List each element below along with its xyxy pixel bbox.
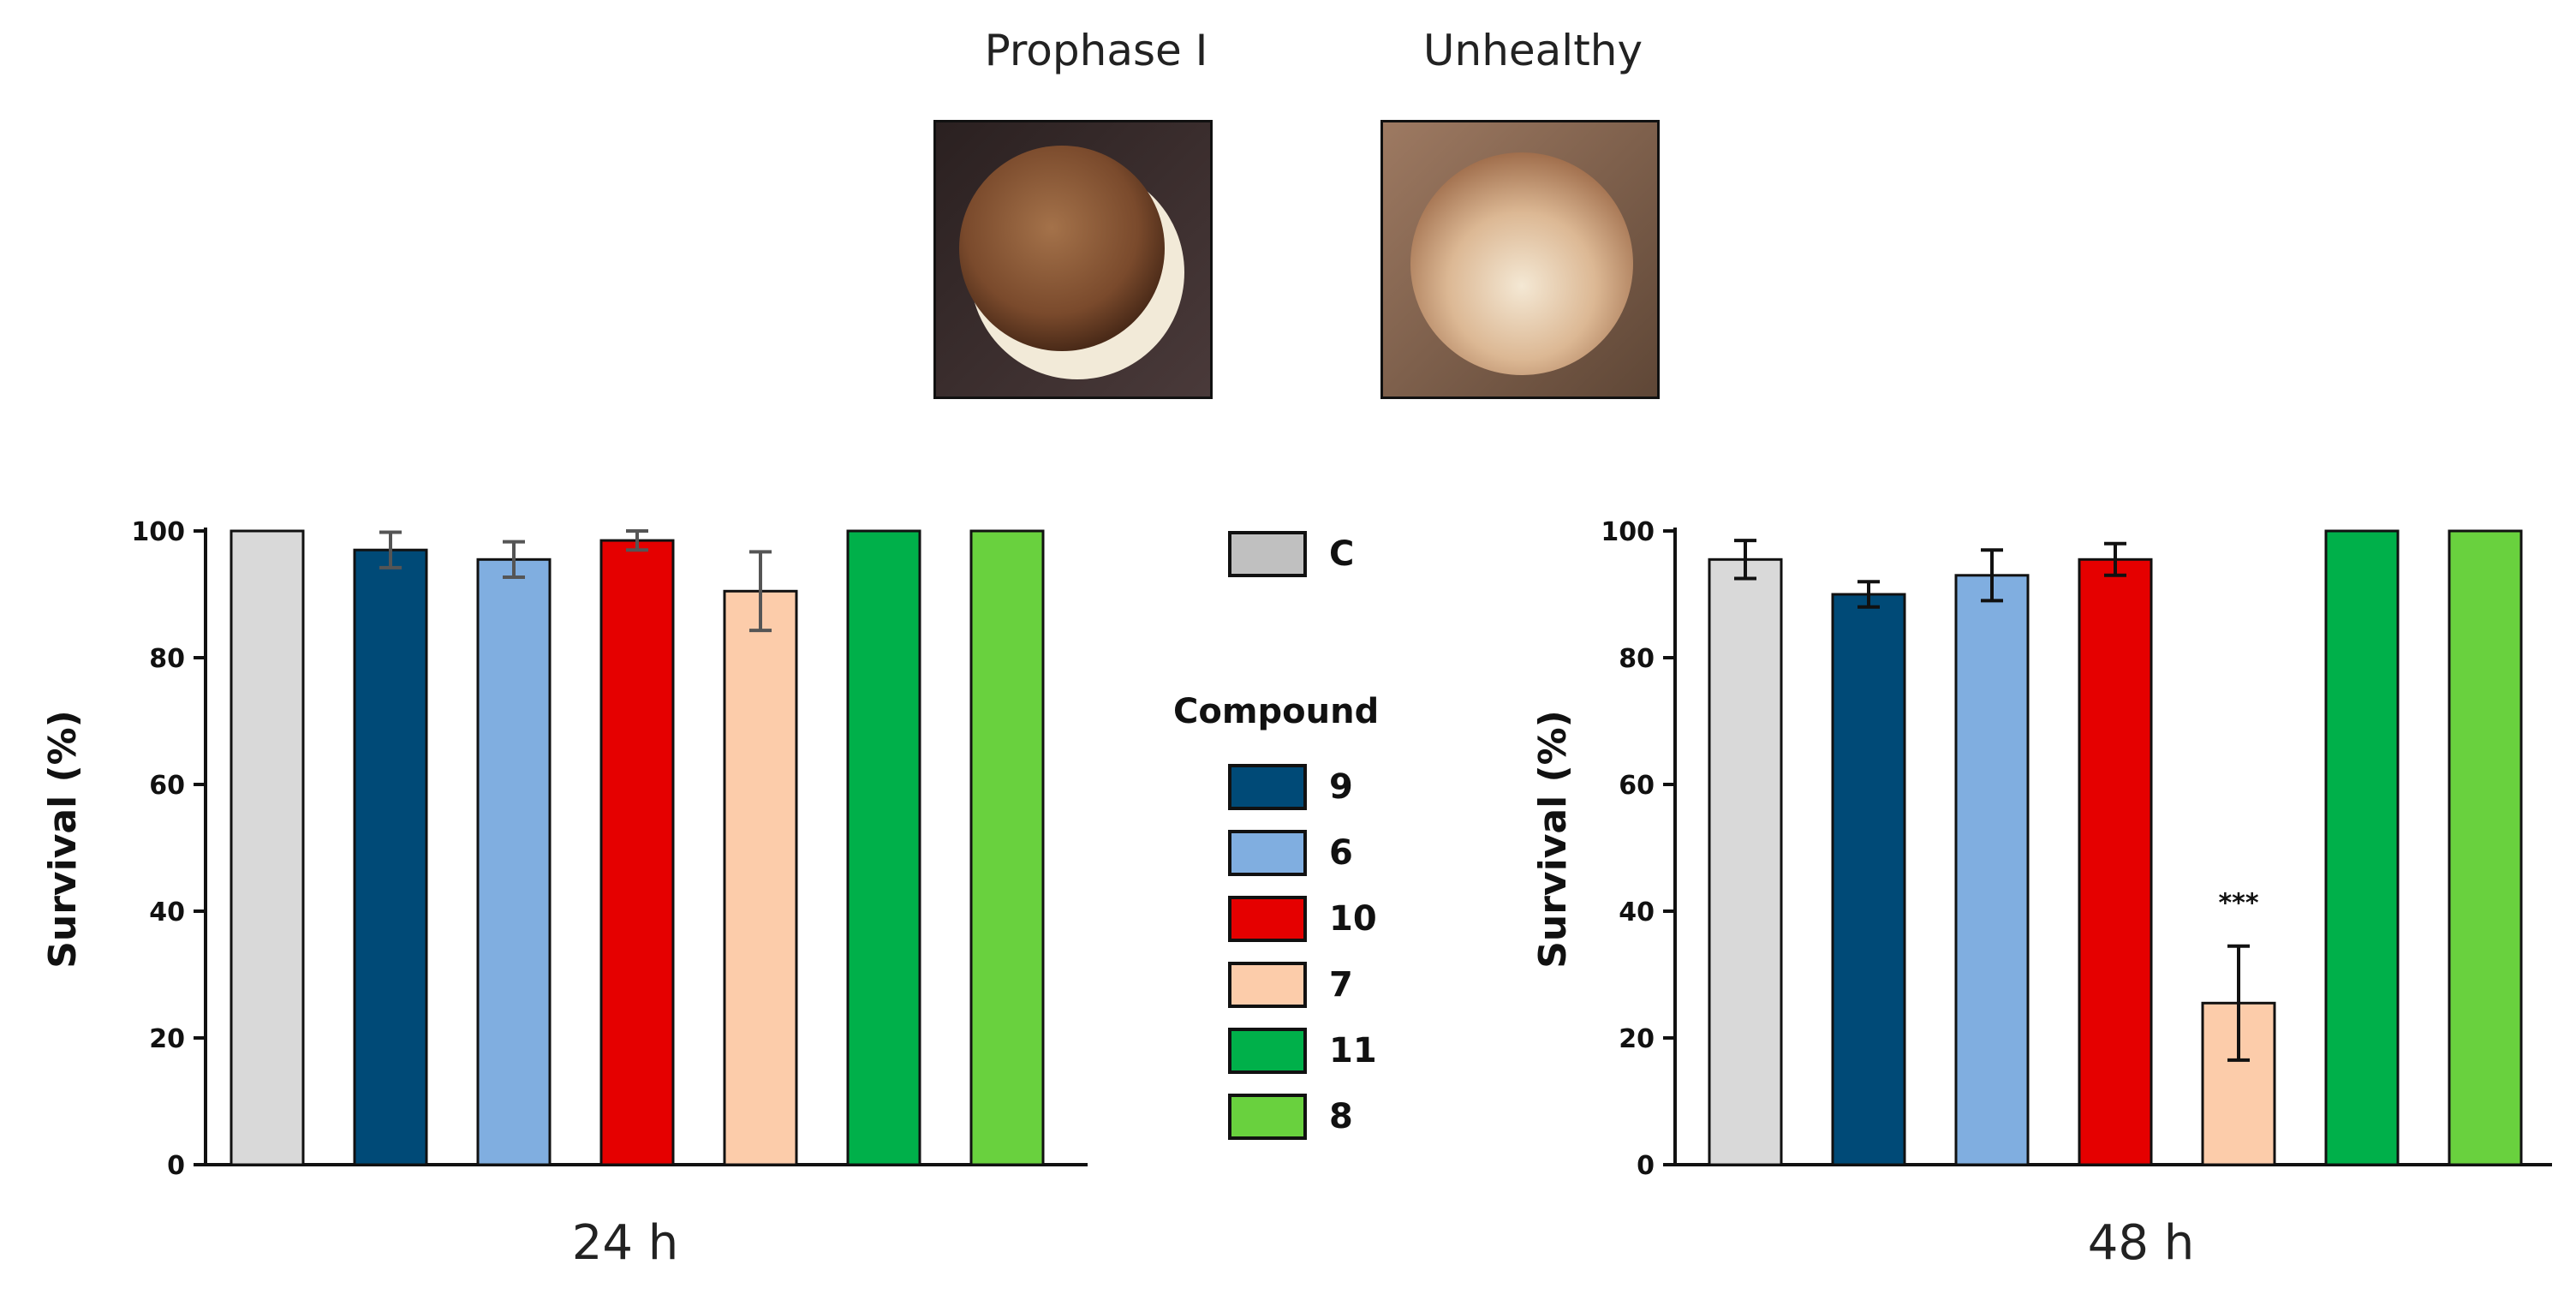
y-tick-label: 100 [131, 517, 185, 547]
chart-24h-bars [230, 529, 1045, 1166]
legend-label-control: C [1329, 534, 1355, 574]
chart-24h: 0 20 40 60 80 100 Survival (%) 24 h [41, 517, 1088, 1271]
chart-48h-caption: 48 h [2088, 1215, 2195, 1271]
legend-item: 10 [1228, 896, 1377, 942]
legend-label: 6 [1329, 833, 1353, 873]
chart-24h-ylabel: Survival (%) [41, 710, 85, 969]
legend-label: 11 [1329, 1031, 1377, 1070]
legend-label: 10 [1329, 899, 1377, 939]
y-tick-label: 40 [1619, 897, 1655, 927]
y-tick-label: 40 [149, 897, 185, 927]
legend-label: 9 [1329, 767, 1353, 807]
chart-48h: 0 20 40 60 80 100 *** Survival (%) 48 h [1531, 517, 2552, 1271]
legend-label: 7 [1329, 965, 1353, 1005]
legend-control: C [1228, 531, 1354, 577]
bar [723, 589, 798, 1166]
prophase-caption: Prophase I [984, 26, 1208, 75]
legend-item: 8 [1228, 1094, 1353, 1140]
bar [969, 529, 1045, 1166]
bar [2324, 529, 2400, 1166]
bar [2078, 558, 2153, 1166]
y-tick-label: 20 [149, 1024, 185, 1054]
bar [599, 539, 675, 1166]
legend-swatch [1228, 962, 1307, 1008]
bar [846, 529, 921, 1166]
legend-item: 11 [1228, 1028, 1377, 1074]
legend-label: 8 [1329, 1097, 1353, 1136]
y-tick-label: 0 [1637, 1151, 1655, 1181]
legend-swatch [1228, 830, 1307, 876]
chart-48h-ylabel: Survival (%) [1531, 710, 1575, 969]
y-tick-label: 100 [1601, 517, 1655, 547]
legend: C Compound 9 6 10 7 11 8 [1173, 531, 1430, 1148]
y-tick-label: 80 [1619, 644, 1655, 674]
bar [476, 558, 552, 1166]
legend-swatch [1228, 1028, 1307, 1074]
unhealthy-oocyte-photo [1380, 120, 1660, 399]
bar [1708, 558, 1783, 1166]
bar [2448, 529, 2523, 1166]
legend-title: Compound [1173, 692, 1380, 731]
unhealthy-caption: Unhealthy [1422, 26, 1643, 75]
legend-swatch [1228, 1094, 1307, 1140]
chart-48h-bars: *** [1708, 529, 2523, 1166]
prophase-oocyte-photo [933, 120, 1213, 399]
significance-annotation: *** [2218, 889, 2258, 919]
legend-swatch-control [1228, 531, 1307, 577]
y-tick-label: 20 [1619, 1024, 1655, 1054]
legend-item: 9 [1228, 764, 1353, 810]
y-tick-label: 60 [1619, 771, 1655, 801]
y-tick-label: 80 [149, 644, 185, 674]
bar [1831, 593, 1906, 1166]
y-tick-label: 60 [149, 771, 185, 801]
y-tick-label: 0 [167, 1151, 185, 1181]
legend-item: 6 [1228, 830, 1353, 876]
legend-swatch [1228, 896, 1307, 942]
chart-24h-axes: 0 20 40 60 80 100 [131, 517, 1088, 1181]
bar [230, 529, 305, 1166]
chart-24h-caption: 24 h [572, 1215, 679, 1271]
bar [1954, 574, 2030, 1166]
bar [353, 548, 428, 1166]
legend-item: 7 [1228, 962, 1353, 1008]
legend-swatch [1228, 764, 1307, 810]
